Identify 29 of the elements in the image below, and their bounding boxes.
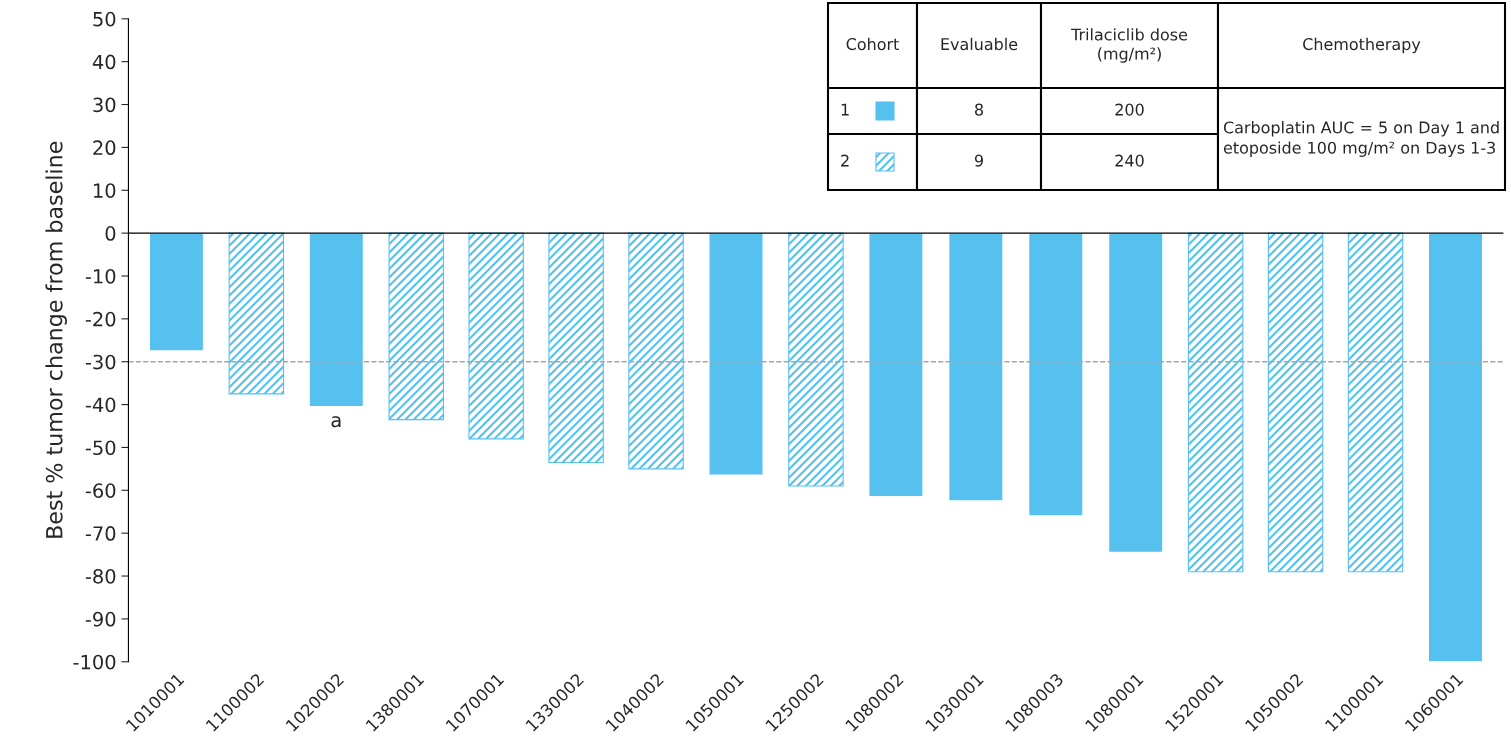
y-tick-label: 40	[92, 54, 116, 70]
annotation: 240	[1115, 154, 1144, 167]
y-tick-label: 30	[93, 97, 116, 113]
y-tick-label: -30	[85, 354, 116, 370]
y-tick-label: -50	[85, 440, 116, 456]
annotation: 9	[974, 154, 983, 167]
y-tick-label: 20	[93, 140, 116, 156]
annotation: a	[331, 416, 341, 428]
annotation: Evaluable	[941, 37, 1018, 51]
annotation: Chemotherapy	[1303, 37, 1421, 54]
y-tick-label: -70	[85, 526, 116, 541]
legend-label: 2	[841, 154, 849, 167]
y-tick-label: -20	[85, 311, 116, 327]
annotation: 8	[975, 103, 983, 116]
y-tick-label: -80	[85, 568, 116, 584]
y-tick-label: -60	[85, 483, 116, 498]
annotation: 200	[1115, 103, 1144, 116]
y-tick-label: 0	[105, 226, 116, 241]
y-tick-label: -100	[73, 654, 116, 670]
annotation: Cohort	[846, 37, 899, 51]
y-tick-label: 10	[94, 183, 116, 198]
annotation: Trilaciclib dose (mg/m²)	[1071, 28, 1188, 63]
y-tick-label: -90	[85, 611, 116, 627]
y-tick-label: 50	[93, 11, 116, 27]
annotation: Carboplatin AUC = 5 on Day 1 and etoposide 100 mg/m² on Days 1-3	[1223, 121, 1499, 157]
y-axis-title: Best % tumor change from baseline	[45, 141, 67, 538]
y-tick-label: -10	[85, 268, 116, 284]
y-tick-label: -40	[85, 397, 116, 413]
legend-label: 1	[841, 103, 849, 116]
